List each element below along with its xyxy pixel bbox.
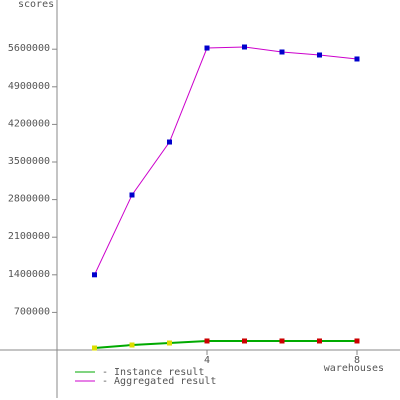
- point-marker: [204, 45, 210, 51]
- legend-label: - Aggregated result: [102, 376, 216, 387]
- y-tick-label: 4200000: [8, 118, 50, 129]
- point-marker: [316, 338, 322, 344]
- y-tick-label: 5600000: [8, 43, 50, 54]
- legend-label: - Instance result: [102, 367, 204, 378]
- y-tick-label: 3500000: [8, 156, 50, 167]
- y-tick-label: 4900000: [8, 81, 50, 92]
- y-tick-label: 2800000: [8, 194, 50, 205]
- y-tick-label: 1400000: [8, 269, 50, 280]
- point-marker: [316, 52, 322, 58]
- point-marker: [241, 44, 247, 50]
- x-tick-label: 4: [204, 355, 210, 366]
- point-marker: [166, 340, 172, 346]
- x-axis-label: warehouses: [324, 363, 384, 374]
- x-tick-label: 8: [354, 355, 360, 366]
- point-marker: [279, 338, 285, 344]
- y-axis-label: scores: [18, 0, 54, 10]
- point-marker: [204, 338, 210, 344]
- point-marker: [129, 192, 135, 198]
- point-marker: [166, 139, 172, 145]
- point-marker: [354, 338, 360, 344]
- point-marker: [241, 338, 247, 344]
- point-marker: [129, 342, 135, 348]
- point-marker: [91, 272, 97, 278]
- series-line: [94, 339, 357, 350]
- point-marker: [91, 345, 97, 351]
- point-marker: [354, 56, 360, 62]
- point-marker: [279, 49, 285, 55]
- y-tick-label: 2100000: [8, 231, 50, 242]
- y-tick-label: 700000: [14, 306, 50, 317]
- series-line: [94, 46, 358, 276]
